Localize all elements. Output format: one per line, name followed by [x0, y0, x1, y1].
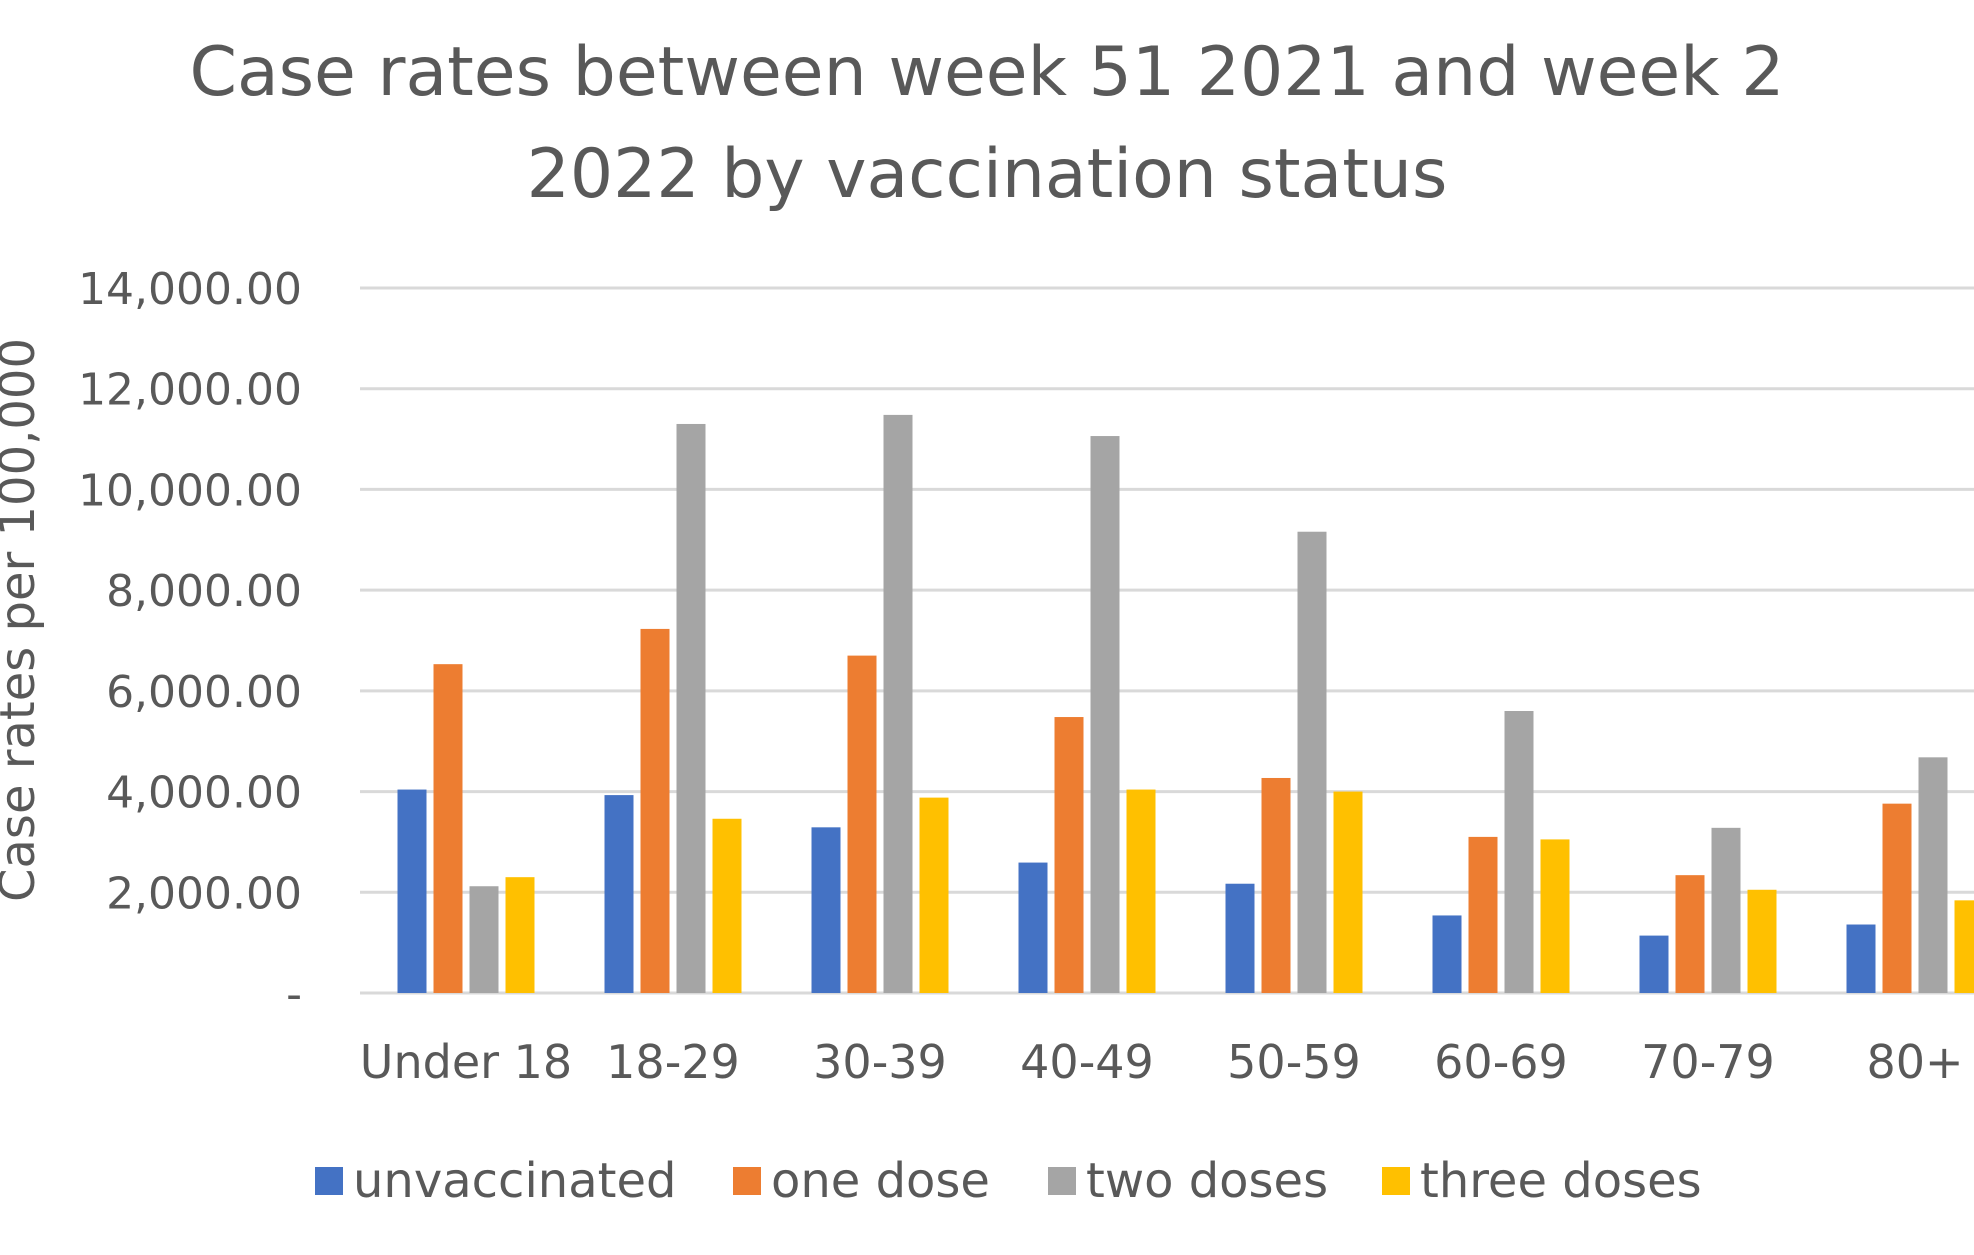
legend-label-three-doses: three doses	[1420, 1153, 1702, 1209]
chart-title: Case rates between week 51 2021 and week…	[0, 22, 1974, 226]
bar-unvaccinated-80	[1846, 924, 1876, 993]
bar-one-dose-60-69	[1468, 836, 1498, 993]
legend-label-two-doses: two doses	[1086, 1153, 1329, 1209]
x-tick-label-40-49: 40-49	[1020, 1035, 1154, 1089]
legend-label-unvaccinated: unvaccinated	[353, 1153, 677, 1209]
legend-swatch-unvaccinated	[315, 1167, 343, 1195]
bar-unvaccinated-70-79	[1639, 935, 1669, 993]
bar-three-doses-40-49	[1126, 789, 1156, 993]
bar-unvaccinated-under-18	[397, 789, 427, 993]
legend-swatch-two-doses	[1048, 1167, 1076, 1195]
bar-unvaccinated-50-59	[1225, 883, 1255, 993]
x-tick-label-18-29: 18-29	[606, 1035, 740, 1089]
bar-three-doses-18-29	[712, 818, 742, 993]
legend-item-three-doses: three doses	[1382, 1148, 1702, 1214]
bar-unvaccinated-40-49	[1018, 862, 1048, 993]
bar-two-doses-70-79	[1711, 827, 1741, 993]
y-tick-label-2000: 2,000.00	[106, 868, 302, 919]
bar-three-doses-under-18	[505, 877, 535, 993]
chart-title-line-2: 2022 by vaccination status	[526, 135, 1448, 214]
bar-three-doses-70-79	[1747, 889, 1777, 993]
bar-one-dose-40-49	[1054, 717, 1084, 993]
bar-two-doses-30-39	[883, 414, 913, 993]
bar-two-doses-80	[1918, 757, 1948, 993]
bar-three-doses-60-69	[1540, 839, 1570, 993]
x-tick-label-60-69: 60-69	[1434, 1035, 1568, 1089]
bar-two-doses-under-18	[469, 886, 499, 993]
y-tick-label-6000: 6,000.00	[106, 667, 302, 718]
legend: unvaccinated one dose two doses three do…	[0, 1148, 1974, 1214]
bar-one-dose-30-39	[847, 655, 877, 993]
x-tick-label-30-39: 30-39	[813, 1035, 947, 1089]
bar-two-doses-50-59	[1297, 531, 1327, 993]
bar-one-dose-50-59	[1261, 777, 1291, 993]
legend-swatch-three-doses	[1382, 1167, 1410, 1195]
bar-one-dose-18-29	[640, 628, 670, 993]
bar-one-dose-70-79	[1675, 875, 1705, 993]
bar-three-doses-80	[1954, 900, 1974, 993]
bar-one-dose-under-18	[433, 664, 463, 993]
bar-unvaccinated-18-29	[604, 795, 634, 993]
bar-two-doses-40-49	[1090, 436, 1120, 993]
x-tick-label-50-59: 50-59	[1227, 1035, 1361, 1089]
bar-three-doses-30-39	[919, 797, 949, 993]
x-tick-label-70-79: 70-79	[1641, 1035, 1775, 1089]
y-tick-label-8000: 8,000.00	[106, 566, 302, 617]
y-tick-label-0: -	[286, 969, 302, 1020]
x-tick-label-under-18: Under 18	[360, 1035, 572, 1089]
bar-unvaccinated-60-69	[1432, 915, 1462, 993]
bar-three-doses-50-59	[1333, 791, 1363, 993]
legend-item-two-doses: two doses	[1048, 1148, 1328, 1214]
bar-two-doses-60-69	[1504, 711, 1534, 993]
legend-item-one-dose: one dose	[733, 1148, 990, 1214]
y-tick-label-12000: 12,000.00	[78, 365, 302, 416]
y-tick-label-4000: 4,000.00	[106, 768, 302, 819]
legend-label-one-dose: one dose	[771, 1153, 990, 1209]
bar-one-dose-80	[1882, 803, 1912, 993]
x-tick-label-80: 80+	[1866, 1035, 1963, 1089]
y-tick-label-10000: 10,000.00	[78, 465, 302, 516]
bar-two-doses-18-29	[676, 423, 706, 993]
y-tick-label-14000: 14,000.00	[78, 264, 302, 315]
chart-title-line-1: Case rates between week 51 2021 and week…	[189, 33, 1785, 112]
legend-item-unvaccinated: unvaccinated	[315, 1148, 676, 1214]
legend-swatch-one-dose	[733, 1167, 761, 1195]
bar-unvaccinated-30-39	[811, 827, 841, 993]
